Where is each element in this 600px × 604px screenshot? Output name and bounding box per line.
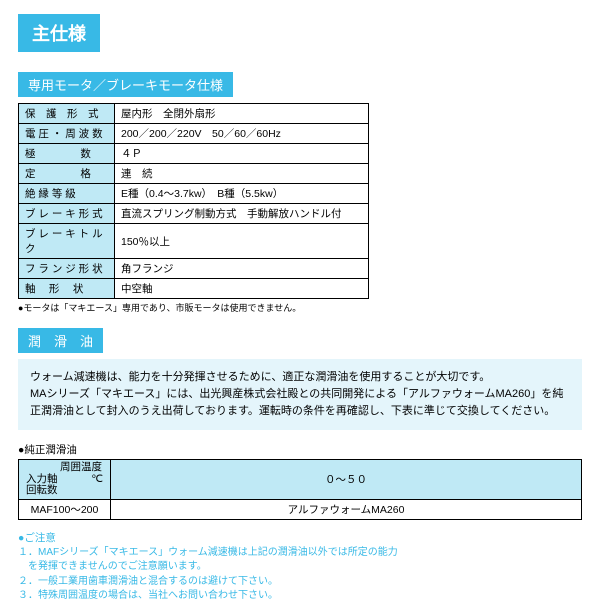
table-row: 保 護 形 式屋内形 全閉外扇形 (19, 104, 369, 124)
table-row: 電 圧 ・ 周 波 数200／200／220V 50／60／60Hz (19, 124, 369, 144)
spec-value: 連 続 (115, 164, 369, 184)
spec-value: 直流スプリング制動方式 手動解放ハンドル付 (115, 204, 369, 224)
oil-row-label: MAF100～200 (19, 499, 111, 519)
oil-intro-box: ウォーム減速機は、能力を十分発揮させるために、適正な潤滑油を使用することが大切で… (18, 359, 582, 430)
motor-section-title: 専用モータ／ブレーキモータ仕様 (18, 72, 233, 97)
spec-value: ４Ｐ (115, 144, 369, 164)
table-row: ブ レ ー キ 形 式直流スプリング制動方式 手動解放ハンドル付 (19, 204, 369, 224)
spec-label: ブ レ ー キ 形 式 (19, 204, 115, 224)
table-row: ブ レ ー キ ト ル ク150％以上 (19, 224, 369, 259)
oil-label: ●純正潤滑油 (18, 442, 582, 457)
spec-table: 保 護 形 式屋内形 全閉外扇形電 圧 ・ 周 波 数200／200／220V … (18, 103, 369, 299)
spec-label: 軸 形 状 (19, 279, 115, 299)
caution-line: １．MAFシリーズ「マキエース」ウォーム減速機は上記の潤滑油以外では所定の能力 (18, 546, 582, 561)
spec-value: 屋内形 全閉外扇形 (115, 104, 369, 124)
spec-label: 電 圧 ・ 周 波 数 (19, 124, 115, 144)
caution-line: ３．特殊周囲温度の場合は、当社へお問い合わせ下さい。 (18, 589, 582, 604)
spec-label: 保 護 形 式 (19, 104, 115, 124)
page-title: 主仕様 (18, 14, 100, 52)
spec-label: ブ レ ー キ ト ル ク (19, 224, 115, 259)
spec-label: 絶 縁 等 級 (19, 184, 115, 204)
table-row: フ ラ ン ジ 形 状角フランジ (19, 259, 369, 279)
motor-note: ●モータは「マキエース」専用であり、市販モータは使用できません。 (18, 301, 582, 314)
spec-label: 定 格 (19, 164, 115, 184)
table-row: 極 数４Ｐ (19, 144, 369, 164)
caution-line: を発揮できませんのでご注意願います。 (18, 560, 582, 575)
table-row: 絶 縁 等 級E種（0.4～3.7kw） B種（5.5kw） (19, 184, 369, 204)
oil-corner-top: 周囲温度 入力軸 ℃ 回転数 (19, 460, 111, 500)
spec-value: E種（0.4～3.7kw） B種（5.5kw） (115, 184, 369, 204)
table-row: 軸 形 状中空軸 (19, 279, 369, 299)
oil-table: 周囲温度 入力軸 ℃ 回転数 ０～５０ MAF100～200 アルファウォームM… (18, 459, 582, 520)
spec-value: 200／200／220V 50／60／60Hz (115, 124, 369, 144)
caution-list: １．MAFシリーズ「マキエース」ウォーム減速機は上記の潤滑油以外では所定の能力を… (18, 546, 582, 604)
spec-label: 極 数 (19, 144, 115, 164)
caution-title: ●ご注意 (18, 530, 582, 545)
table-row: 定 格連 続 (19, 164, 369, 184)
spec-value: 150％以上 (115, 224, 369, 259)
oil-row-value: アルファウォームMA260 (111, 499, 582, 519)
spec-value: 角フランジ (115, 259, 369, 279)
spec-label: フ ラ ン ジ 形 状 (19, 259, 115, 279)
oil-temp-range: ０～５０ (111, 460, 582, 500)
oil-section-title: 潤 滑 油 (18, 328, 103, 353)
spec-value: 中空軸 (115, 279, 369, 299)
caution-line: ２．一般工業用歯車潤滑油と混合するのは避けて下さい。 (18, 575, 582, 590)
